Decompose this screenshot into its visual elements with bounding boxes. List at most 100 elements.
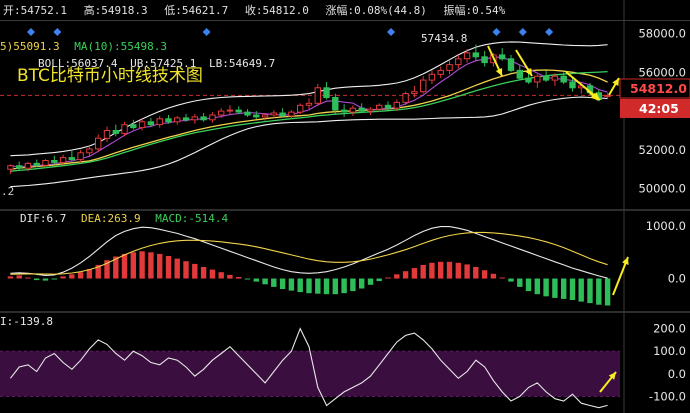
price-tick-label: 58000.0 [638, 27, 686, 41]
macd-bar [350, 278, 356, 292]
candle-body [525, 77, 532, 83]
trend-arrow [515, 49, 533, 77]
candle-body [235, 109, 242, 113]
macd-bar [104, 260, 110, 279]
candle-body [472, 52, 480, 58]
macd-bar [42, 278, 49, 281]
time-tag: 42:05 [639, 101, 679, 116]
peak-label: 57434.8 [421, 32, 467, 45]
macd-bar [402, 271, 409, 279]
ma10-value: MA(10):55498.3 [74, 40, 167, 53]
price-tag-box [619, 78, 690, 99]
candle-body [77, 152, 84, 161]
candle-body [384, 104, 392, 109]
svg-text:BOLL:56037.4 UB:57425.1: BOLL:56037.4 UB:57425.1 LB:54649.7 [38, 57, 275, 70]
amp-value: 0.54% [472, 4, 505, 17]
macd-bar [394, 274, 400, 279]
candle-body [507, 58, 515, 71]
candle-body [358, 107, 365, 112]
svg-text:5)55091.3 MA(10):55498.3: 5)55091.3 MA(10):55498.3 [0, 40, 167, 53]
low-value: 54621.7 [182, 4, 228, 17]
boll-line [10, 70, 608, 172]
trend-arrow [586, 89, 599, 101]
cci-tick-label: 200.0 [653, 322, 686, 336]
candle-body [270, 112, 278, 116]
candle-body [218, 110, 225, 116]
macd-bar [376, 278, 382, 282]
candle-body [130, 124, 137, 129]
svg-text:DIF:6.7 DEA:263.9 MACD: DIF:6.7 DEA:263.9 MACD:-514.4 [20, 212, 228, 225]
macd-bar [578, 278, 584, 302]
candle-body [156, 118, 163, 126]
candle-body [261, 114, 269, 118]
macd-value: MACD:-514.4 [155, 212, 228, 225]
macd-bar [411, 268, 418, 279]
candle-body [376, 104, 383, 110]
macd-bar [455, 262, 461, 279]
candle-body [33, 162, 40, 166]
macd-bar [148, 252, 154, 279]
macd-tick-label: 1000.0 [646, 219, 686, 233]
candle-body [16, 165, 23, 169]
candle-body [95, 137, 102, 150]
candle-body [516, 69, 523, 79]
macd-bar [359, 278, 365, 289]
high-label: 高 [84, 3, 95, 17]
candle-body [314, 87, 322, 104]
chart-title: BTC比特币小时线技术图 [17, 66, 203, 86]
change-label: 涨幅 [325, 4, 347, 17]
macd-bar [279, 278, 286, 289]
ma-10--line [10, 69, 608, 170]
macd-bar [244, 278, 251, 280]
candle-body [393, 101, 401, 109]
macd-bar [552, 278, 558, 298]
candle-body [569, 81, 576, 89]
candle-body [24, 162, 32, 169]
signal-diamond-marker [202, 28, 211, 36]
candle-body [534, 75, 541, 83]
candle-body [68, 157, 75, 161]
change-value: 0.08%(44.8) [354, 4, 427, 17]
signal-diamond-marker [53, 28, 62, 36]
candle-body [560, 75, 567, 83]
high-value: 54918.3 [101, 4, 147, 17]
candle-body [182, 117, 190, 121]
candle-body [288, 111, 295, 117]
macd-bar [473, 267, 479, 279]
cci-overbought-oversold-band [0, 351, 620, 397]
macd-lines [10, 226, 608, 279]
candle-body [323, 87, 330, 99]
macd-bar [508, 278, 514, 282]
macd-bar [218, 272, 224, 279]
macd-bar [139, 251, 145, 279]
macd-bar [113, 256, 119, 279]
open-label: 开 [3, 4, 14, 17]
dea-value: DEA:263.9 [81, 212, 141, 225]
candle-body [332, 97, 339, 111]
candle-body [367, 108, 374, 112]
signal-diamond-marker [387, 28, 396, 36]
macd-bar [569, 278, 576, 300]
candle-body [200, 116, 207, 121]
lb-line [10, 96, 608, 188]
candle-body [112, 130, 119, 134]
candle-body [481, 56, 488, 64]
candle-body [411, 91, 418, 95]
macd-bar [367, 278, 374, 285]
macd-bar [25, 277, 31, 279]
macd-bar [253, 278, 259, 282]
candle-body [42, 160, 49, 166]
candle-body [340, 109, 348, 113]
macd-bar [7, 276, 14, 279]
dif-value: DIF:6.7 [20, 212, 66, 225]
lb-value: LB:54649.7 [209, 57, 275, 70]
macd-bar [490, 273, 497, 279]
cci-tick-label: 0.0 [668, 367, 686, 381]
candle-body [402, 93, 409, 103]
cci-line [9, 327, 608, 409]
candle-body [209, 114, 216, 121]
macd-bar [561, 278, 567, 299]
ub-value: UB:57425.1 [130, 57, 196, 70]
candle-body [7, 165, 14, 170]
